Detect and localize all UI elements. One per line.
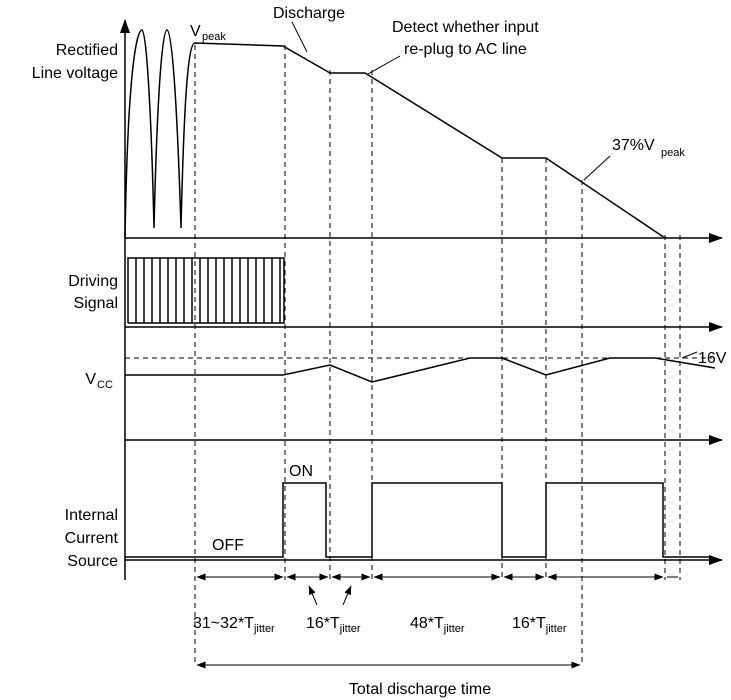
- interval-label-1: 31~32*Tjitter: [193, 615, 275, 635]
- driving-signal-pulses: [127, 257, 285, 324]
- driving-label-1: Driving: [68, 273, 118, 290]
- current-source-waveform: [125, 482, 712, 558]
- vcc-label-sub: CC: [97, 379, 113, 391]
- vpeak-label: V: [190, 23, 201, 40]
- interval-label-3: 48*Tjitter: [410, 615, 465, 635]
- internal-label-1: Internal: [65, 507, 118, 524]
- interval-pointer-1: [308, 585, 318, 606]
- rectified-voltage-waveform: [124, 29, 666, 239]
- total-discharge-label: Total discharge time: [349, 681, 491, 698]
- rectified-label-2: Line voltage: [32, 65, 118, 82]
- rectified-label-1: Rectified: [56, 42, 118, 59]
- internal-label-2: Current: [65, 530, 119, 547]
- vcc-waveform: [125, 357, 716, 383]
- interval-pointer-2: [342, 585, 352, 606]
- vcc-label: V: [85, 371, 96, 388]
- internal-label-3: Source: [67, 553, 118, 570]
- vcc-16v-leader: [681, 351, 698, 359]
- detect-label-2: re-plug to AC line: [404, 41, 527, 58]
- off-label: OFF: [212, 537, 244, 554]
- detect-label-1: Detect whether input: [392, 19, 539, 36]
- discharge-label: Discharge: [273, 5, 345, 22]
- on-label: ON: [289, 463, 313, 480]
- interval-label-2: 16*Tjitter: [306, 615, 361, 635]
- vpeak-label-sub: peak: [202, 31, 226, 43]
- time-guides: [194, 45, 681, 665]
- driving-label-2: Signal: [74, 295, 118, 312]
- pct-leader: [583, 155, 611, 181]
- detect-leader: [367, 55, 401, 75]
- interval-label-4: 16*Tjitter: [512, 615, 567, 635]
- pct-vpeak-label: 37%V: [612, 137, 655, 154]
- discharge-leader: [291, 21, 308, 53]
- pct-vpeak-label-sub: peak: [661, 147, 685, 159]
- vcc-16v-label: 16V: [698, 350, 727, 367]
